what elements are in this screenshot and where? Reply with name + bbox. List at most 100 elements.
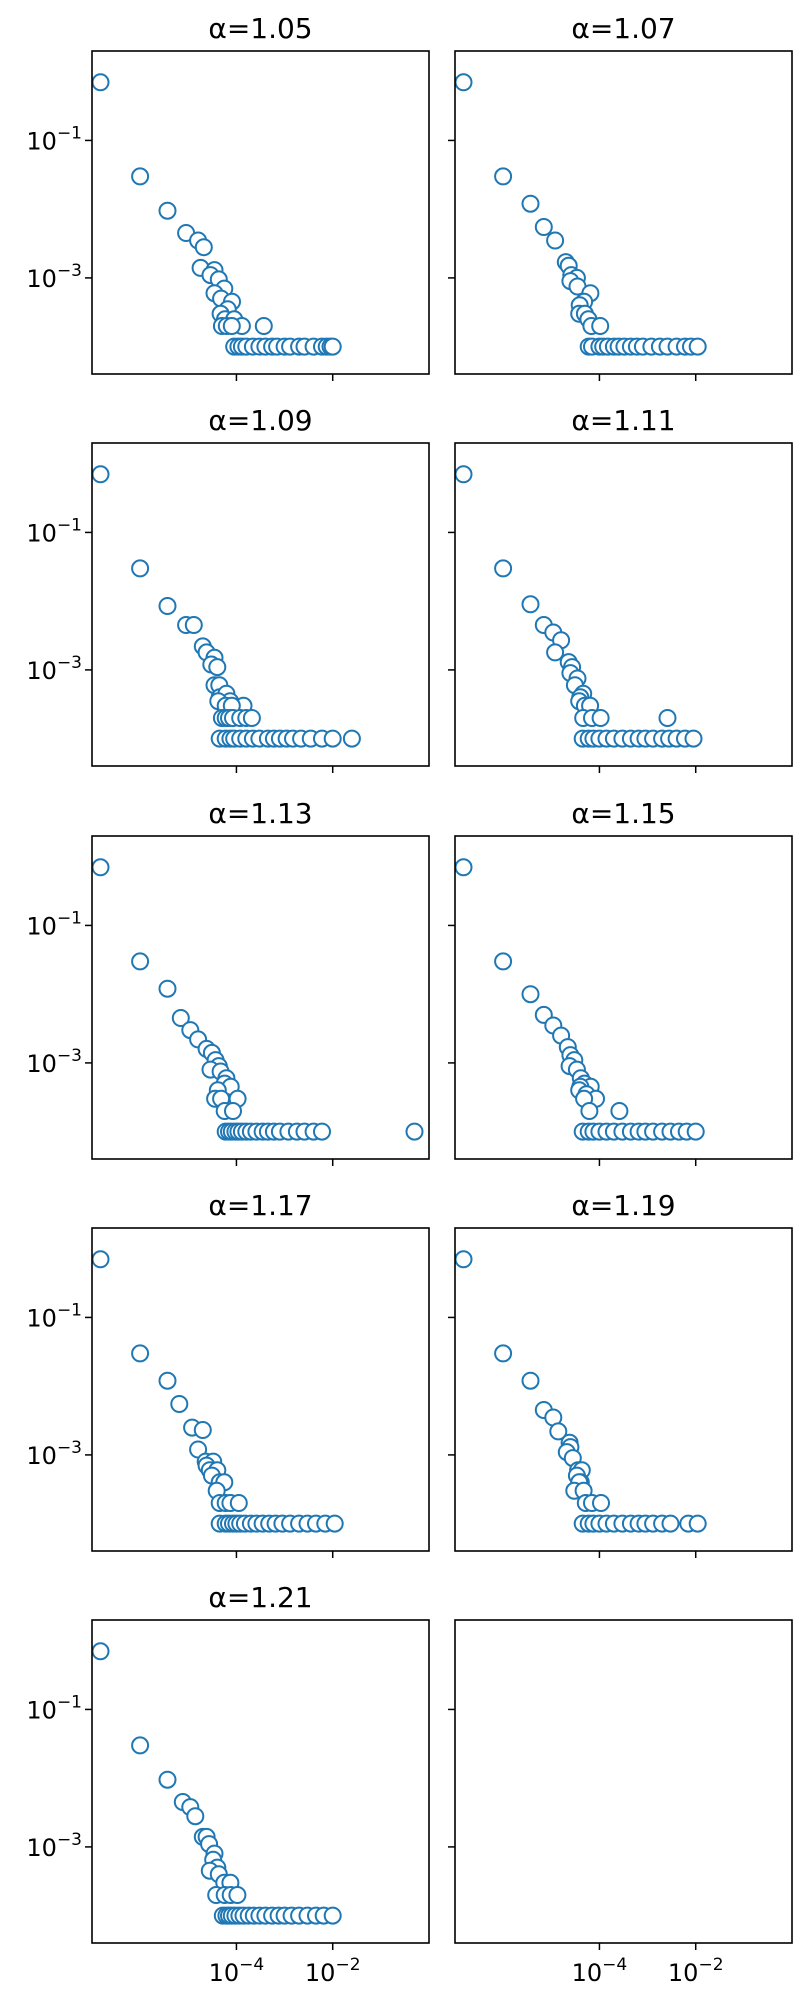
subplot-panel: α=1.19 xyxy=(448,1189,793,1558)
subplot-title: α=1.17 xyxy=(208,1189,312,1222)
scatter-series xyxy=(454,465,703,748)
data-point xyxy=(229,1494,248,1512)
data-point xyxy=(194,238,213,257)
y-tick-label: 10−1 xyxy=(26,908,82,940)
data-point xyxy=(323,337,342,356)
scatter-series xyxy=(454,73,707,356)
data-point xyxy=(171,1009,190,1027)
subplot-panel: α=1.11 xyxy=(448,404,793,773)
data-point xyxy=(405,1122,424,1141)
data-point xyxy=(91,465,110,484)
y-tick-label: 10−1 xyxy=(26,515,82,547)
data-point xyxy=(224,1102,242,1120)
plot-frame xyxy=(91,835,430,1160)
y-tick-label: 10−3 xyxy=(26,1830,82,1862)
plot-frame xyxy=(91,1227,430,1552)
data-point xyxy=(186,1807,205,1826)
data-point xyxy=(454,1250,473,1269)
data-point xyxy=(91,1250,110,1269)
data-point xyxy=(193,1421,212,1439)
data-point xyxy=(592,1494,610,1512)
y-tick-label: 10−1 xyxy=(26,123,82,155)
data-point xyxy=(222,317,241,335)
data-point xyxy=(546,231,565,250)
subplot-panel: α=1.07 xyxy=(448,12,793,381)
subplot-panel: α=1.15 xyxy=(448,797,793,1166)
plot-frame xyxy=(91,50,430,375)
data-point xyxy=(661,1514,680,1533)
data-point xyxy=(494,559,513,578)
x-tick-label: 10−4 xyxy=(572,1955,628,1987)
data-point xyxy=(131,167,150,186)
subplot-title: α=1.11 xyxy=(571,404,675,437)
subplot-panel: 10−4 10−2 xyxy=(448,1619,793,1987)
data-point xyxy=(323,1906,342,1925)
data-point xyxy=(454,73,473,92)
data-point xyxy=(454,858,473,877)
data-point xyxy=(158,979,177,998)
data-point xyxy=(158,201,177,220)
plot-frame xyxy=(454,1619,793,1944)
data-point xyxy=(131,1344,150,1363)
data-point xyxy=(521,985,540,1004)
plot-frame xyxy=(454,442,793,767)
subplot-title: α=1.19 xyxy=(571,1189,675,1222)
data-point xyxy=(534,218,553,236)
subplot-panel: α=1.13 10−1 10−3 xyxy=(26,797,430,1166)
data-point xyxy=(91,858,110,877)
y-tick-label: 10−3 xyxy=(26,261,82,293)
data-point xyxy=(208,658,227,677)
plot-frame xyxy=(454,50,793,375)
subplot-title: α=1.13 xyxy=(208,797,312,830)
data-point xyxy=(323,729,342,748)
data-point xyxy=(91,1642,110,1661)
scatter-series xyxy=(454,1250,707,1533)
data-point xyxy=(580,1102,599,1120)
data-point xyxy=(325,1514,344,1533)
subplot-title: α=1.21 xyxy=(208,1581,312,1614)
plot-frame xyxy=(91,1619,430,1944)
data-point xyxy=(158,597,177,615)
y-tick-label: 10−3 xyxy=(26,1438,82,1470)
data-point xyxy=(170,1395,189,1413)
data-point xyxy=(591,317,610,335)
data-point xyxy=(521,1371,540,1390)
data-point xyxy=(131,952,150,971)
scatter-series xyxy=(91,1642,342,1925)
data-point xyxy=(610,1102,629,1120)
plot-frame xyxy=(454,835,793,1160)
y-tick-label: 10−3 xyxy=(26,653,82,685)
subplot-panel: α=1.05 10−1 10−3 xyxy=(26,12,430,381)
y-tick-label: 10−1 xyxy=(26,1692,82,1724)
data-point xyxy=(658,709,677,727)
subplot-panel: α=1.17 10−1 10−3 xyxy=(26,1189,430,1558)
data-point xyxy=(688,337,707,356)
plot-frame xyxy=(454,1227,793,1552)
y-tick-label: 10−3 xyxy=(26,1046,82,1078)
scatter-series xyxy=(91,858,424,1141)
scatter-series xyxy=(454,858,705,1141)
data-point xyxy=(521,595,540,614)
data-point xyxy=(131,1736,150,1755)
y-tick-label: 10−1 xyxy=(26,1300,82,1332)
data-point xyxy=(684,729,703,748)
data-point xyxy=(494,1344,513,1363)
data-point xyxy=(494,952,513,971)
data-point xyxy=(158,1770,177,1789)
x-tick-label: 10−2 xyxy=(668,1955,724,1987)
subplot-panel: α=1.09 10−1 10−3 xyxy=(26,404,430,773)
data-point xyxy=(454,465,473,484)
subplot-title: α=1.15 xyxy=(571,797,675,830)
subplot-panel: α=1.21 10−1 10−3 10−4 10−2 xyxy=(26,1581,430,1987)
subplot-title: α=1.09 xyxy=(208,404,312,437)
data-point xyxy=(228,1886,247,1904)
data-point xyxy=(91,73,110,92)
data-point xyxy=(242,709,261,727)
data-point xyxy=(131,559,150,578)
scatter-series xyxy=(91,465,361,748)
data-point xyxy=(342,729,361,748)
data-point xyxy=(546,643,565,662)
data-point xyxy=(254,317,273,335)
data-point xyxy=(521,194,540,213)
